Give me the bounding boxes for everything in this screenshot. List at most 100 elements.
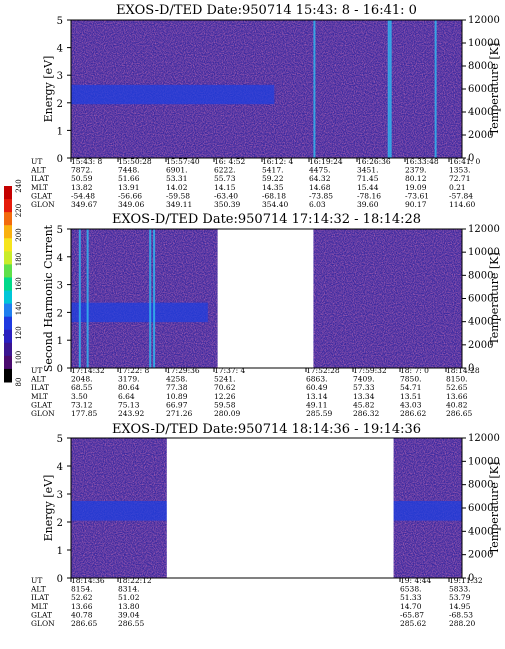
ephemeris-value: 75.13 [118, 400, 140, 409]
ephemeris-value: 1353. [449, 166, 470, 175]
ephemeris-value: 13.34 [353, 392, 375, 401]
ephemeris-value: 66.97 [166, 400, 188, 409]
ephemeris-row-label: GLAT [31, 610, 52, 619]
ephemeris-value: -57.84 [449, 191, 473, 200]
ephemeris-value: 59.58 [214, 400, 236, 409]
y-tick-label: 1 [57, 546, 63, 557]
ephemeris-value: 17:59:32 [353, 366, 387, 375]
ephemeris-value: 19:11:32 [449, 576, 483, 585]
ephemeris-value: 59.22 [262, 174, 284, 183]
colorbar-swatch [4, 316, 12, 331]
ephemeris-row-label: ALT [30, 375, 46, 384]
ephemeris-value: 18:14:28 [446, 366, 480, 375]
y-tick-label: 1 [57, 126, 63, 137]
ephemeris-value: 6863. [306, 375, 327, 384]
chart-panel: EXOS-D/TED Date:950714 18:14:36 - 19:14:… [30, 422, 501, 628]
ephemeris-value: 39.60 [357, 200, 379, 209]
colorbar-swatch [4, 186, 12, 200]
ephemeris-value: 8314. [118, 585, 139, 594]
ephemeris-value: 64.32 [309, 174, 331, 183]
colorbar-swatch [4, 199, 12, 213]
ephemeris-value: 16:26:36 [357, 157, 391, 166]
ephemeris-value: -63.40 [214, 191, 238, 200]
y2-tick-label: 10000 [468, 38, 500, 49]
colorbar-tick-label: 120 [15, 326, 23, 339]
ephemeris-row-label: GLAT [31, 400, 52, 409]
ephemeris-value: 2379. [405, 166, 426, 175]
ephemeris-value: 15.44 [357, 183, 379, 192]
ephemeris-value: 8154. [71, 585, 92, 594]
spike-mark [153, 229, 156, 368]
ephemeris-value: 80.64 [118, 383, 140, 392]
ephemeris-value: 3179. [118, 375, 139, 384]
colorbar-swatch [4, 225, 12, 239]
ephemeris-value: 288.20 [449, 619, 475, 628]
y2-tick-label: 8000 [468, 270, 493, 281]
ephemeris-value: 16:19:24 [309, 157, 343, 166]
chart-panel: EXOS-D/TED Date:950714 17:14:32 - 18:14:… [30, 212, 501, 418]
ephemeris-value: 14.02 [166, 183, 188, 192]
ephemeris-value: 6.03 [309, 200, 326, 209]
y2-tick-label: 4000 [468, 107, 493, 118]
ephemeris-value: -59.58 [166, 191, 190, 200]
ephemeris-value: 6538. [400, 585, 421, 594]
chart-title: EXOS-D/TED Date:950714 18:14:36 - 19:14:… [112, 422, 421, 437]
y2-tick-label: 6000 [468, 294, 493, 305]
colorbar-tick-label: 100 [15, 351, 23, 364]
ephemeris-value: 68.55 [71, 383, 93, 392]
ephemeris-value: 3.50 [71, 392, 88, 401]
colorbar-tick-label: 140 [15, 302, 23, 315]
ephemeris-value: 0.21 [449, 183, 466, 192]
ephemeris-row-label: ALT [30, 585, 46, 594]
y2-tick-label: 8000 [468, 61, 493, 72]
ephemeris-row-label: MLT [31, 183, 48, 192]
ephemeris-value: 70.62 [214, 383, 236, 392]
y-axis-label: Second Harmonic Current [42, 224, 55, 372]
ephemeris-value: 6901. [166, 166, 187, 175]
chart-title: EXOS-D/TED Date:950714 17:14:32 - 18:14:… [112, 212, 421, 227]
data-gap [217, 228, 314, 369]
ephemeris-value: 43.03 [400, 400, 422, 409]
colorbar-swatch [4, 238, 12, 252]
ephemeris-value: -54.48 [71, 191, 95, 200]
ephemeris-row-label: GLAT [31, 191, 52, 200]
ephemeris-value: 13.80 [118, 602, 140, 611]
ephemeris-row-label: ILAT [31, 383, 49, 392]
y-tick-label: 3 [57, 490, 63, 501]
ephemeris-value: -73.61 [405, 191, 429, 200]
colorbar-swatch [4, 342, 12, 357]
colorbar-tick-label: 200 [15, 228, 23, 241]
y-tick-label: 4 [57, 462, 63, 473]
ephemeris-value: 285.62 [400, 619, 426, 628]
y2-tick-label: 0 [468, 573, 474, 584]
ephemeris-value: 14.68 [309, 183, 331, 192]
spike-mark [78, 229, 81, 368]
ephemeris-value: 90.17 [405, 200, 427, 209]
ephemeris-value: 77.38 [166, 383, 188, 392]
y-tick-label: 2 [57, 99, 63, 110]
y2-tick-label: 4000 [468, 526, 493, 537]
y-axis-label: Energy [eV] [42, 56, 55, 123]
colorbar-tick-label: 80 [15, 378, 23, 387]
ephemeris-row-label: MLT [31, 602, 48, 611]
ephemeris-value: 17:37: 4 [214, 366, 246, 375]
y2-axis-label: Temperature [K] [488, 462, 501, 554]
ephemeris-value: 3451. [357, 166, 378, 175]
ephemeris-value: 80.12 [405, 174, 427, 183]
y-tick-label: 3 [57, 281, 63, 292]
spike-mark [86, 229, 89, 368]
ephemeris-value: -78.16 [357, 191, 381, 200]
ephemeris-value: 16:33:48 [405, 157, 439, 166]
y2-tick-label: 12000 [468, 433, 500, 444]
ephemeris-value: 5241. [214, 375, 235, 384]
ephemeris-value: 17:14:32 [71, 366, 105, 375]
ephemeris-value: 13.91 [118, 183, 139, 192]
ephemeris-value: 7872. [71, 166, 92, 175]
y-tick-label: 0 [57, 364, 63, 375]
ephemeris-row-label: GLON [31, 200, 55, 209]
y-tick-label: 4 [57, 253, 63, 264]
emission-band [71, 84, 275, 105]
ephemeris-value: 13.82 [71, 183, 93, 192]
ephemeris-value: 13.51 [400, 392, 421, 401]
